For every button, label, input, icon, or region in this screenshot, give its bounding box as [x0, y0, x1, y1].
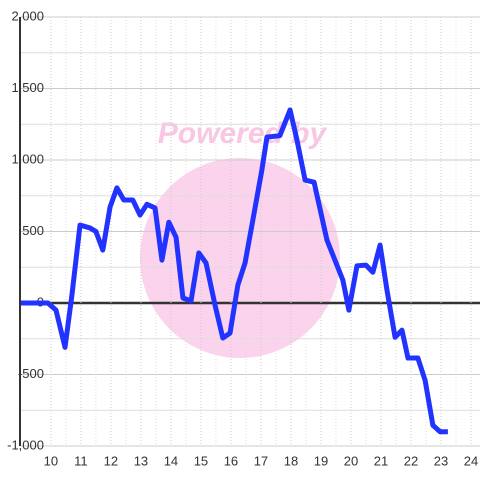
- x-tick-label: 10: [44, 453, 58, 468]
- x-tick-label: 23: [434, 453, 448, 468]
- x-tick-label: 15: [194, 453, 208, 468]
- x-tick-label: 12: [104, 453, 118, 468]
- y-tick-label: 1,500: [11, 80, 44, 95]
- x-tick-label: 14: [164, 453, 178, 468]
- x-tick-label: 18: [284, 453, 298, 468]
- watermark-text: Powered by: [158, 117, 328, 150]
- x-tick-label: 21: [374, 453, 388, 468]
- y-tick-label: -500: [18, 366, 44, 381]
- x-tick-label: 16: [224, 453, 238, 468]
- y-tick-label: 1,000: [11, 151, 44, 166]
- x-tick-label: 19: [314, 453, 328, 468]
- y-tick-label: 500: [22, 223, 44, 238]
- x-tick-label: 22: [404, 453, 418, 468]
- x-tick-label: 11: [74, 453, 88, 468]
- y-tick-label: -1,000: [7, 437, 44, 452]
- y-tick-label: 2,000: [11, 8, 44, 23]
- x-tick-label: 17: [254, 453, 268, 468]
- watermark-circle: [140, 158, 340, 358]
- x-tick-label: 13: [134, 453, 148, 468]
- x-tick-label: 20: [344, 453, 358, 468]
- x-tick-label: 24: [464, 453, 478, 468]
- line: [20, 107, 448, 435]
